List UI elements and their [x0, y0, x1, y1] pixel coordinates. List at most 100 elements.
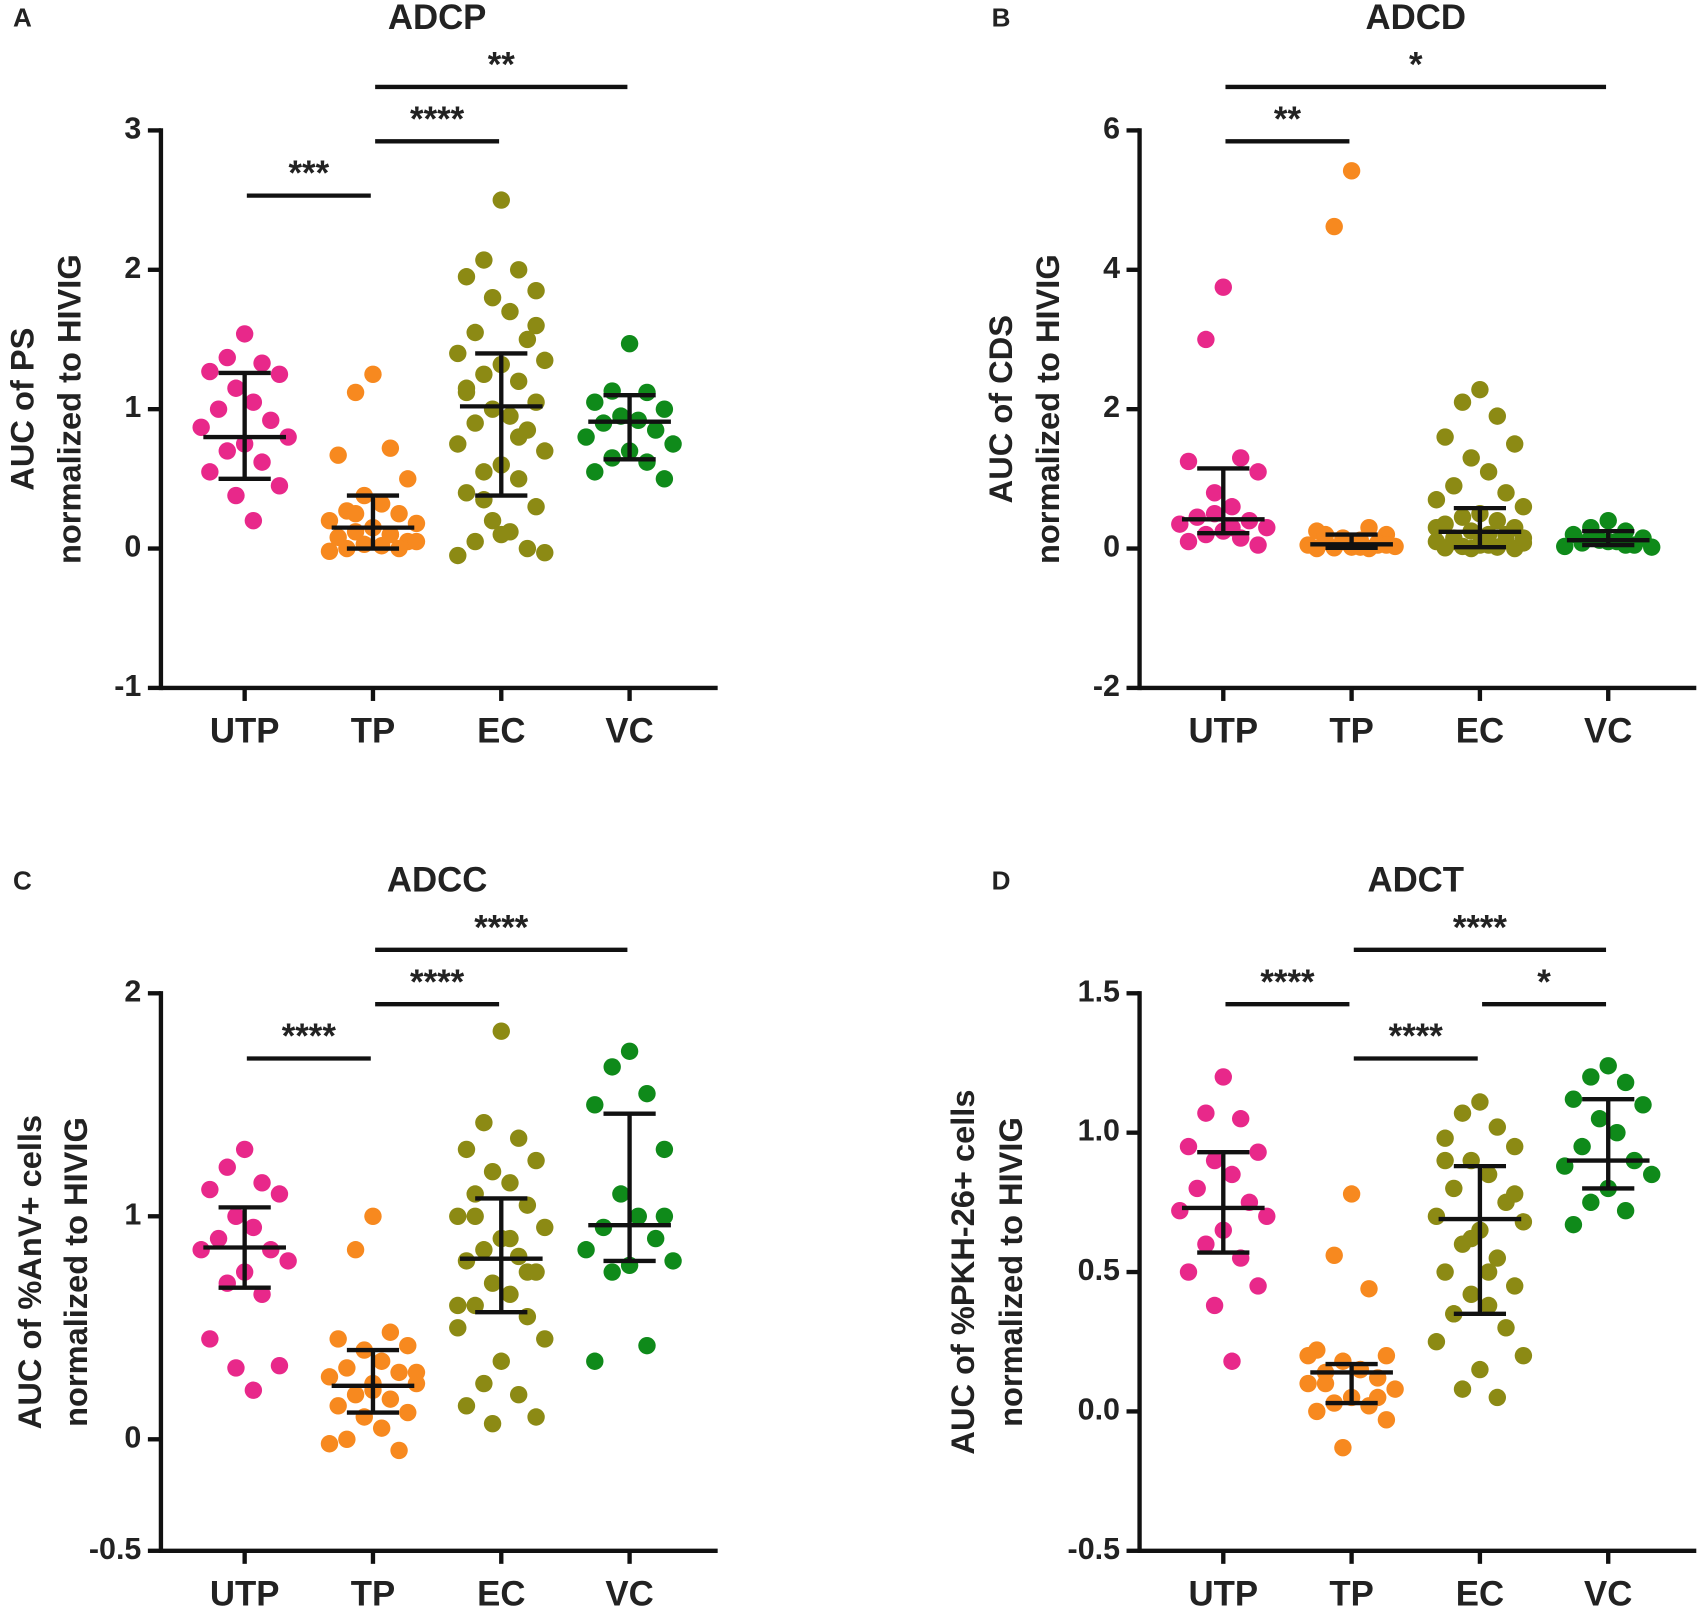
significance-label: ****	[1260, 964, 1315, 1002]
data-point	[1179, 452, 1198, 471]
data-point	[655, 470, 674, 488]
data-point	[475, 1241, 493, 1259]
data-point	[1249, 1143, 1267, 1161]
data-point	[536, 442, 554, 460]
data-point	[279, 428, 297, 446]
data-point	[253, 1285, 271, 1304]
data-point	[253, 354, 271, 372]
data-point	[192, 1241, 210, 1259]
data-point	[1214, 1068, 1232, 1086]
data-point	[1342, 1185, 1361, 1203]
data-point	[1377, 1411, 1396, 1429]
data-point	[390, 1363, 408, 1382]
data-point	[638, 383, 656, 402]
panel-title: ADCT	[1367, 862, 1464, 900]
data-point	[201, 1180, 219, 1199]
data-point	[381, 525, 400, 544]
data-point	[457, 379, 476, 397]
data-point	[407, 1363, 426, 1382]
data-point	[1197, 330, 1215, 349]
data-point	[1258, 1207, 1276, 1225]
data-point	[372, 495, 391, 513]
data-point	[1249, 1277, 1267, 1295]
data-point	[1471, 1093, 1489, 1111]
data-point	[372, 1352, 391, 1370]
y-tick-label: 3	[124, 111, 141, 145]
data-point	[253, 453, 271, 471]
data-point	[1488, 407, 1507, 425]
significance-label: **	[488, 47, 516, 85]
data-point	[1325, 217, 1343, 236]
y-tick-label: 0	[1103, 530, 1120, 564]
data-point	[1231, 1110, 1250, 1128]
data-point	[466, 1207, 484, 1225]
significance-label: *	[1537, 964, 1551, 1002]
data-point	[483, 400, 502, 418]
data-point	[509, 1129, 528, 1147]
data-point	[227, 379, 245, 397]
data-point	[346, 383, 365, 402]
data-point	[501, 1174, 519, 1192]
data-point	[594, 1218, 613, 1237]
data-point	[449, 1207, 467, 1225]
data-point	[509, 1247, 528, 1266]
data-point	[390, 1441, 408, 1460]
data-point	[536, 544, 554, 562]
data-point	[381, 439, 400, 457]
data-point	[320, 1368, 339, 1386]
data-point	[227, 1359, 245, 1377]
y-axis-label: AUC of %AnV+ cells	[11, 1115, 48, 1429]
data-point	[407, 532, 426, 551]
data-point	[620, 334, 639, 353]
data-point	[475, 463, 493, 481]
data-point	[646, 421, 665, 439]
data-point	[655, 1207, 674, 1225]
data-point	[235, 1140, 254, 1159]
data-point	[1514, 1346, 1533, 1365]
data-point	[262, 411, 280, 430]
data-point	[466, 1296, 484, 1315]
data-point	[518, 539, 537, 558]
panel-letter: B	[992, 2, 1011, 32]
data-point	[1445, 1179, 1463, 1198]
x-tick-label: VC	[605, 713, 653, 751]
panel-title: ADCD	[1366, 0, 1466, 37]
data-point	[466, 323, 484, 342]
data-point	[475, 365, 493, 384]
data-point	[1582, 1193, 1600, 1212]
data-point	[1488, 1249, 1507, 1267]
data-point	[466, 414, 484, 432]
data-point	[262, 1241, 280, 1259]
data-point	[475, 1113, 493, 1132]
data-point	[603, 1263, 621, 1281]
data-point	[1171, 1202, 1189, 1220]
y-tick-label: 1	[124, 390, 141, 424]
data-point	[1488, 511, 1507, 530]
data-point	[483, 1162, 502, 1181]
x-tick-label: EC	[1456, 1576, 1504, 1614]
data-point	[518, 1263, 537, 1281]
data-point	[577, 428, 595, 446]
data-point	[509, 372, 528, 390]
data-point	[586, 1352, 604, 1370]
data-point	[586, 1096, 604, 1114]
data-point	[1462, 1229, 1480, 1248]
data-point	[1471, 380, 1489, 399]
data-point	[1334, 1352, 1352, 1370]
x-tick-label: TP	[351, 713, 395, 751]
data-point	[227, 486, 245, 505]
data-point	[1205, 484, 1224, 502]
y-tick-label: 2	[124, 251, 141, 285]
data-point	[244, 393, 263, 411]
data-point	[1197, 1235, 1215, 1253]
data-point	[1608, 1123, 1626, 1142]
data-point	[1436, 428, 1454, 446]
data-point	[449, 1296, 467, 1315]
data-point	[457, 268, 476, 286]
y-tick-label: 0	[124, 1420, 141, 1454]
data-point	[449, 1319, 467, 1337]
y-tick-label: 1	[124, 1197, 141, 1231]
data-point	[1453, 393, 1472, 411]
data-point	[201, 1330, 219, 1348]
